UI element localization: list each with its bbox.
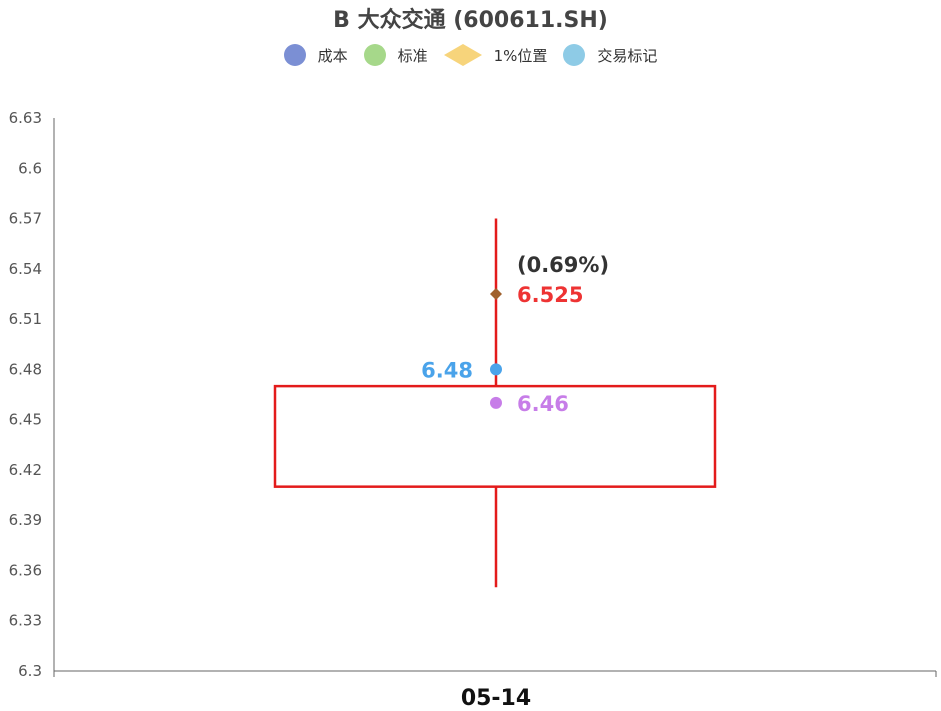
legend-standard-circle-icon — [363, 44, 386, 66]
point-1pct-diamond — [490, 287, 502, 300]
legend-item-standard[interactable]: 标准 — [363, 44, 428, 66]
y-tick-label: 6.3 — [18, 662, 42, 680]
point-1pct-percent-label: (0.69%) — [517, 253, 609, 277]
legend-trade-mark-label: 交易标记 — [597, 46, 658, 65]
y-tick-label: 6.51 — [9, 310, 42, 328]
box-body — [273, 384, 717, 488]
legend-item-cost[interactable]: 成本 — [283, 44, 348, 66]
legend-cost-circle-icon — [283, 44, 306, 66]
point-cost-label: 6.48 — [421, 358, 473, 382]
point-trade-mark-marker — [490, 396, 502, 409]
y-tick-label: 6.48 — [9, 360, 42, 378]
legend-trade-mark-circle-icon — [563, 44, 586, 66]
chart-title: B 大众交通 (600611.SH) — [333, 8, 608, 33]
legend-item-trade-mark[interactable]: 交易标记 — [563, 44, 657, 66]
y-tick-label: 6.39 — [9, 511, 42, 529]
legend-1pct-label: 1%位置 — [493, 46, 548, 65]
chart-legend: 成本 标准 1%位置 交易标记 — [0, 44, 941, 66]
y-tick-label: 6.36 — [9, 561, 42, 579]
y-tick-label: 6.63 — [9, 109, 42, 127]
y-tick-label: 6.42 — [9, 461, 42, 479]
point-1pct-label: 6.525 — [517, 283, 583, 307]
legend-1pct-diamond-icon — [443, 44, 482, 66]
point-cost-marker — [490, 363, 502, 376]
legend-item-1pct[interactable]: 1%位置 — [443, 44, 548, 66]
legend-standard-label: 标准 — [397, 46, 428, 65]
x-tick-label: 05-14 — [461, 686, 531, 711]
y-tick-label: 6.33 — [9, 612, 42, 630]
point-trade-mark-label: 6.46 — [517, 392, 569, 416]
y-tick-label: 6.45 — [9, 411, 42, 429]
y-tick-label: 6.54 — [9, 260, 42, 278]
y-tick-label: 6.6 — [18, 159, 42, 177]
legend-cost-label: 成本 — [317, 46, 348, 65]
y-tick-label: 6.57 — [9, 210, 42, 228]
